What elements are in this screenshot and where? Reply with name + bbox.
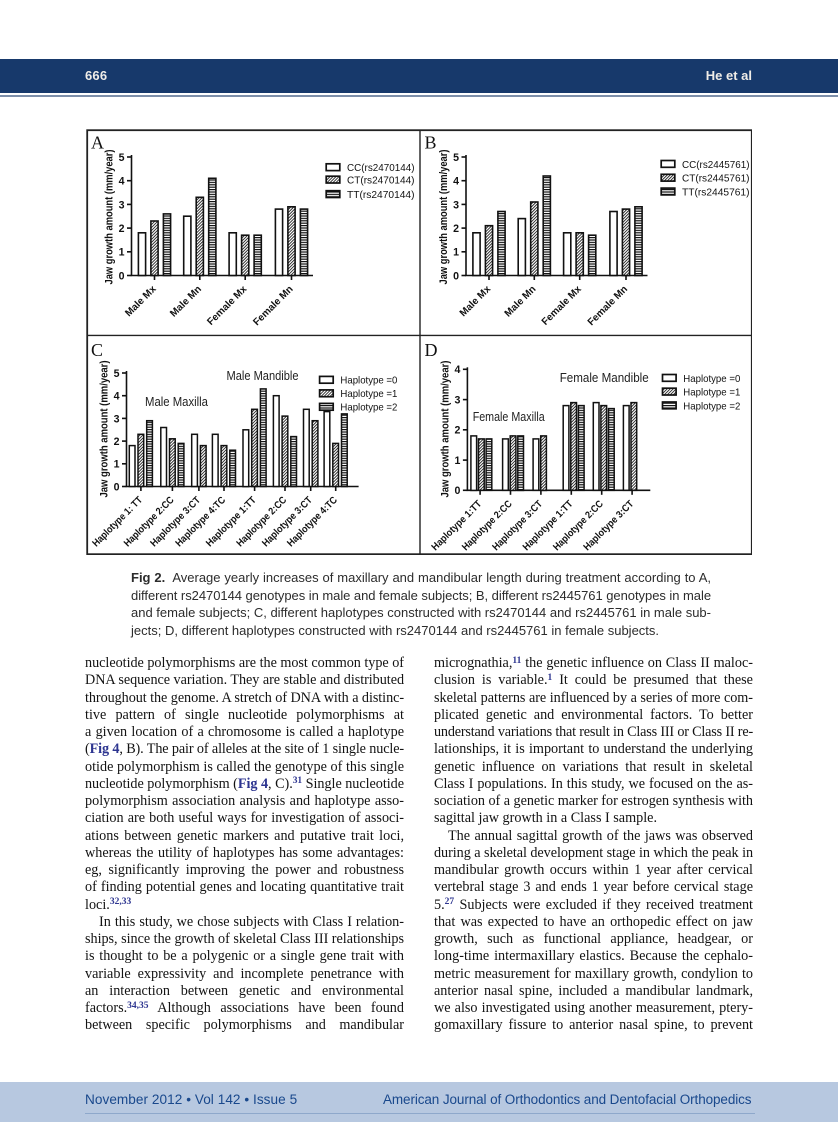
svg-text:3: 3 bbox=[453, 199, 459, 211]
svg-text:2: 2 bbox=[453, 223, 459, 235]
svg-text:0: 0 bbox=[454, 485, 460, 497]
svg-text:1: 1 bbox=[454, 455, 460, 467]
svg-text:Female Mn: Female Mn bbox=[586, 284, 630, 328]
svg-text:4: 4 bbox=[454, 364, 460, 376]
svg-text:Jaw growth amount (mm/year): Jaw growth amount (mm/year) bbox=[439, 360, 451, 497]
svg-text:4: 4 bbox=[453, 176, 459, 188]
svg-text:3: 3 bbox=[454, 394, 460, 406]
svg-text:5: 5 bbox=[114, 368, 120, 380]
svg-text:Male Mn: Male Mn bbox=[503, 284, 539, 320]
svg-text:Haplotype =1: Haplotype =1 bbox=[340, 388, 397, 400]
svg-text:0: 0 bbox=[453, 270, 459, 282]
svg-text:Female Mandible: Female Mandible bbox=[560, 370, 649, 385]
svg-text:Male Maxilla: Male Maxilla bbox=[145, 394, 209, 409]
svg-text:1: 1 bbox=[453, 247, 459, 259]
svg-text:0: 0 bbox=[119, 270, 125, 282]
svg-text:Male Mn: Male Mn bbox=[168, 284, 204, 320]
svg-text:Female Mx: Female Mx bbox=[205, 284, 249, 328]
svg-text:B: B bbox=[425, 133, 437, 153]
svg-text:4: 4 bbox=[119, 176, 125, 188]
svg-text:TT(rs2445761): TT(rs2445761) bbox=[682, 186, 750, 198]
svg-text:1: 1 bbox=[119, 247, 125, 259]
svg-text:Haplotype =0: Haplotype =0 bbox=[340, 375, 397, 387]
svg-text:3: 3 bbox=[114, 413, 120, 425]
svg-text:2: 2 bbox=[454, 425, 460, 437]
svg-text:Haplotype =2: Haplotype =2 bbox=[683, 400, 740, 412]
svg-text:2: 2 bbox=[114, 436, 120, 448]
svg-text:Female Maxilla: Female Maxilla bbox=[473, 409, 546, 424]
svg-text:Male Mx: Male Mx bbox=[123, 284, 159, 320]
svg-text:Haplotype =2: Haplotype =2 bbox=[340, 402, 397, 414]
svg-text:Female Mn: Female Mn bbox=[251, 284, 295, 328]
svg-text:Haplotype =1: Haplotype =1 bbox=[683, 387, 740, 399]
svg-text:0: 0 bbox=[114, 481, 120, 493]
svg-text:Jaw growth amount (mm/year): Jaw growth amount (mm/year) bbox=[99, 360, 111, 497]
svg-text:4: 4 bbox=[114, 391, 120, 403]
svg-text:3: 3 bbox=[119, 199, 125, 211]
svg-text:1: 1 bbox=[114, 459, 120, 471]
svg-text:5: 5 bbox=[119, 152, 125, 164]
svg-text:Jaw growth amount (mm/year): Jaw growth amount (mm/year) bbox=[438, 149, 450, 284]
svg-text:Haplotype =0: Haplotype =0 bbox=[683, 373, 740, 385]
svg-text:5: 5 bbox=[453, 152, 459, 164]
svg-text:Male Mx: Male Mx bbox=[458, 284, 494, 320]
svg-text:2: 2 bbox=[119, 223, 125, 235]
svg-text:A: A bbox=[91, 133, 104, 153]
svg-text:CT(rs2445761): CT(rs2445761) bbox=[682, 173, 750, 185]
svg-text:D: D bbox=[425, 340, 438, 360]
svg-text:C: C bbox=[91, 340, 103, 360]
svg-text:CT(rs2470144): CT(rs2470144) bbox=[347, 175, 415, 187]
svg-text:Female Mx: Female Mx bbox=[540, 284, 584, 328]
svg-text:Male Mandible: Male Mandible bbox=[227, 368, 299, 383]
svg-text:TT(rs2470144): TT(rs2470144) bbox=[347, 189, 415, 201]
svg-text:CC(rs2470144): CC(rs2470144) bbox=[347, 162, 415, 174]
svg-text:Jaw growth amount (mm/year): Jaw growth amount (mm/year) bbox=[104, 149, 116, 284]
svg-text:CC(rs2445761): CC(rs2445761) bbox=[682, 159, 750, 171]
